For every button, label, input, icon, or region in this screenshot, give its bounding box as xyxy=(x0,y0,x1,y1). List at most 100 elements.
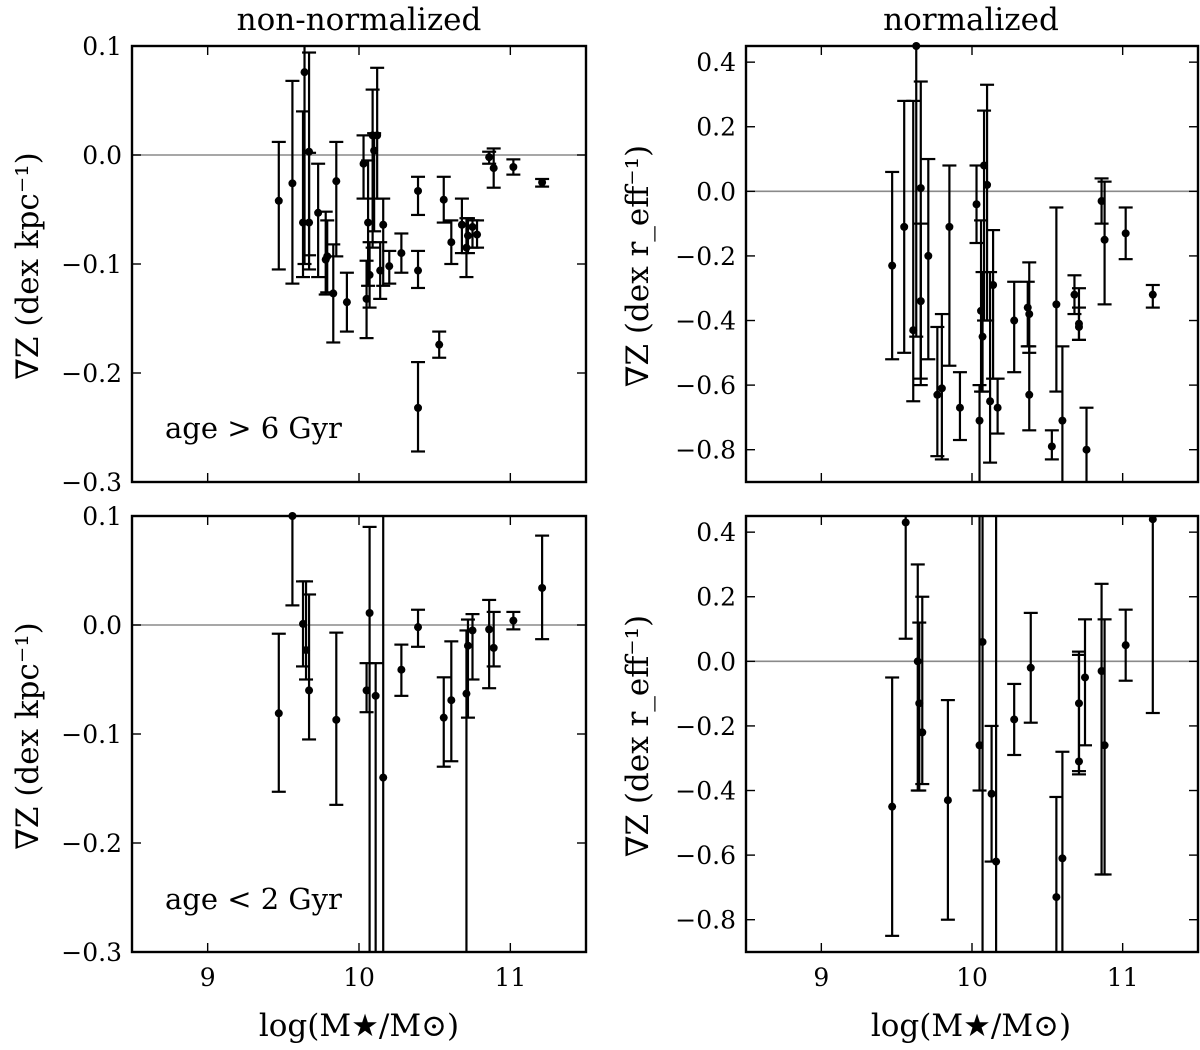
plot-frame xyxy=(744,44,1200,484)
y-tick-labels: −0.3 −0.2 −0.1 0.0 0.1 xyxy=(61,502,122,967)
data-point xyxy=(373,131,382,140)
data-point xyxy=(901,518,910,527)
data-point xyxy=(302,646,311,655)
y-tick-label: −0.6 xyxy=(675,841,736,870)
data-point xyxy=(509,162,518,171)
data-point xyxy=(359,159,368,168)
data-point xyxy=(913,657,922,666)
data-point xyxy=(1010,316,1019,325)
panel-top-left: −0.3 −0.2 −0.1 0.0 0.1 age > 6 Gyr xyxy=(61,32,588,497)
data-point xyxy=(900,222,909,231)
data-points xyxy=(888,515,1157,902)
y-tick-label: 0.1 xyxy=(82,502,122,531)
data-point xyxy=(332,715,341,724)
data-point xyxy=(305,686,314,695)
data-point xyxy=(462,689,471,698)
y-tick-label: −0.2 xyxy=(675,712,736,741)
y-tick-label: 0.4 xyxy=(696,518,736,547)
data-point xyxy=(274,709,283,718)
y-axis-label-top-right: ∇Z (dex r_eff⁻¹) xyxy=(620,145,656,387)
data-point xyxy=(1023,303,1032,312)
data-point xyxy=(937,384,946,393)
y-tick-label: −0.8 xyxy=(675,906,736,935)
data-point xyxy=(414,186,423,195)
data-point xyxy=(975,741,984,750)
data-point xyxy=(1100,235,1109,244)
data-point xyxy=(489,164,498,173)
data-point xyxy=(439,713,448,722)
y-tick-label: −0.1 xyxy=(61,250,122,279)
data-point xyxy=(1074,322,1083,331)
y-tick-label: 0.4 xyxy=(696,48,736,77)
data-point xyxy=(1058,854,1067,863)
y-tick-label: −0.2 xyxy=(61,359,122,388)
data-point xyxy=(385,262,394,271)
data-point xyxy=(1148,290,1157,299)
data-point xyxy=(362,686,371,695)
data-point xyxy=(1074,757,1083,766)
y-tick-label: 0.2 xyxy=(696,113,736,142)
data-point xyxy=(371,691,380,700)
data-point xyxy=(909,326,918,335)
data-point xyxy=(888,802,897,811)
data-point xyxy=(485,153,494,162)
data-point xyxy=(986,397,995,406)
data-point xyxy=(376,266,385,275)
data-point xyxy=(978,637,987,646)
x-tick-label: 10 xyxy=(956,963,988,992)
data-point xyxy=(329,289,338,298)
data-point xyxy=(1097,667,1106,676)
x-tick-label: 10 xyxy=(343,963,375,992)
data-point xyxy=(299,218,308,227)
data-point xyxy=(924,251,933,260)
tick-marks xyxy=(746,516,1198,952)
x-tick-label: 11 xyxy=(494,963,526,992)
data-point xyxy=(978,332,987,341)
data-point xyxy=(305,218,314,227)
data-point xyxy=(1074,699,1083,708)
x-tick-label: 11 xyxy=(1107,963,1139,992)
panel-bottom-right: −0.8 −0.6 −0.4 −0.2 0.0 0.2 0.4 9 10 11 xyxy=(675,514,1200,992)
data-point xyxy=(397,249,406,258)
y-tick-labels: −0.3 −0.2 −0.1 0.0 0.1 xyxy=(61,32,122,497)
data-point xyxy=(992,857,1001,866)
data-point xyxy=(945,222,954,231)
data-point xyxy=(342,298,351,307)
y-tick-label: −0.1 xyxy=(61,720,122,749)
data-point xyxy=(468,626,477,635)
plot-frame xyxy=(130,44,588,484)
data-point xyxy=(993,403,1002,412)
data-point xyxy=(305,147,314,156)
data-point xyxy=(288,179,297,188)
data-point xyxy=(1010,715,1019,724)
y-tick-label: 0.0 xyxy=(696,647,736,676)
data-point xyxy=(888,261,897,270)
data-point xyxy=(1100,741,1109,750)
data-point xyxy=(1121,229,1130,238)
data-point xyxy=(918,728,927,737)
y-tick-label: −0.6 xyxy=(675,371,736,400)
y-tick-label: 0.0 xyxy=(82,611,122,640)
data-point xyxy=(983,180,992,189)
data-point xyxy=(362,294,371,303)
x-tick-labels: 9 10 11 xyxy=(200,963,527,992)
column-title-normalized: normalized xyxy=(883,2,1059,38)
y-tick-label: −0.3 xyxy=(61,468,122,497)
data-point xyxy=(916,297,925,306)
data-point xyxy=(509,616,518,625)
data-point xyxy=(987,789,996,798)
data-point xyxy=(365,609,374,618)
data-point xyxy=(975,416,984,425)
data-point xyxy=(1052,893,1061,902)
data-point xyxy=(489,643,498,652)
y-axis-label-top-left: ∇Z (dex kpc⁻¹) xyxy=(10,152,46,380)
x-tick-label: 9 xyxy=(200,963,216,992)
data-point xyxy=(1121,641,1130,650)
data-point xyxy=(972,200,981,209)
data-point xyxy=(538,178,547,187)
data-point xyxy=(314,208,323,217)
data-point xyxy=(468,222,477,231)
x-axis-label-left: log(M★/M⊙) xyxy=(259,1008,459,1044)
age-annotation: age > 6 Gyr xyxy=(165,411,342,445)
